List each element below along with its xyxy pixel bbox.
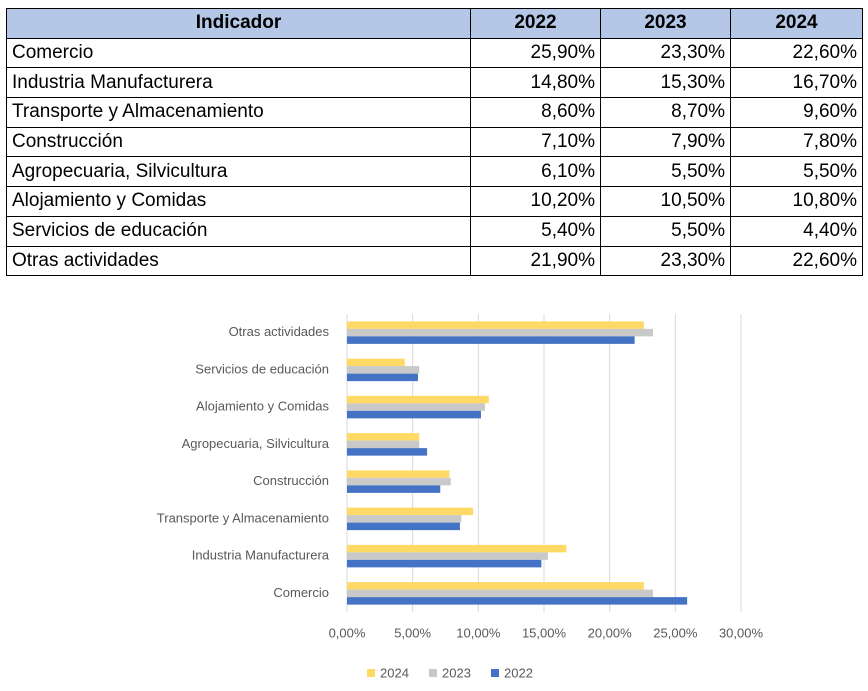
legend-swatch: [367, 669, 375, 677]
table-cell: 22,60%: [730, 37, 863, 69]
table-cell: Otras actividades: [6, 245, 471, 277]
y-tick-label: Transporte y Almacenamiento: [157, 510, 329, 525]
table-cell: Servicios de educación: [6, 215, 471, 247]
table-cell: 16,70%: [730, 67, 863, 99]
y-tick-label: Industria Manufacturera: [192, 548, 330, 563]
bar: [347, 366, 420, 374]
table-row: Comercio 25,90% 23,30% 22,60%: [6, 37, 863, 69]
x-tick-label: 20,00%: [588, 625, 633, 640]
table-row: Agropecuaria, Silvicultura 6,10% 5,50% 5,50…: [6, 156, 863, 188]
table-cell: 7,10%: [470, 126, 601, 158]
legend-swatch: [491, 669, 499, 677]
legend-swatch: [429, 669, 437, 677]
table-cell: Alojamiento y Comidas: [6, 186, 471, 217]
bar: [347, 448, 428, 456]
bar: [347, 552, 548, 560]
legend-label: 2023: [442, 665, 471, 680]
table-row: Construcción 7,10% 7,90% 7,80%: [6, 126, 863, 158]
table-row: Alojamiento y Comidas 10,20% 10,50% 10,80%: [6, 186, 863, 217]
bar: [347, 582, 644, 590]
data-table: Indicador 2022 2023 2024 Comercio 25,90% 23,30…: [6, 8, 863, 277]
table-cell: 7,80%: [730, 126, 863, 158]
bar: [347, 544, 567, 553]
bar: [347, 470, 450, 478]
table-cell: 4,40%: [730, 215, 863, 247]
x-tick-label: 5,00%: [394, 625, 431, 640]
header-row: Indicador 2022 2023 2024: [6, 8, 863, 39]
y-tick-label: Otras actividades: [229, 324, 330, 339]
x-tick-label: 25,00%: [653, 625, 698, 640]
bar: [347, 597, 688, 605]
bar: [347, 433, 420, 441]
x-tick-label: 10,00%: [456, 625, 501, 640]
y-tick-label: Servicios de educación: [195, 361, 329, 376]
header-cell: 2024: [730, 8, 863, 39]
bar: [347, 321, 644, 329]
legend-label: 2024: [380, 665, 409, 680]
table-row: Servicios de educación 5,40% 5,50% 4,40%: [6, 215, 863, 247]
bar: [347, 373, 418, 382]
legend-label: 2022: [504, 665, 533, 680]
bar: [347, 403, 485, 411]
table-row: Industria Manufacturera 14,80% 15,30% 16,70…: [6, 67, 863, 99]
header-cell: Indicador: [6, 8, 471, 39]
table-cell: 5,50%: [730, 156, 863, 188]
bar: [347, 507, 474, 516]
bar: [347, 395, 489, 404]
bar: [347, 477, 451, 486]
table-cell: 5,40%: [470, 215, 601, 247]
bar: [347, 440, 420, 449]
header-cell: 2023: [600, 8, 731, 39]
bar: [347, 336, 635, 344]
bar: [347, 410, 481, 419]
table-cell: 23,30%: [600, 37, 731, 69]
bar: [347, 589, 654, 598]
bar: [347, 358, 405, 367]
table-cell: Comercio: [6, 37, 471, 69]
table-cell: Transporte y Almacenamiento: [6, 97, 471, 128]
table-cell: 7,90%: [600, 126, 731, 158]
table-cell: 15,30%: [600, 67, 731, 99]
y-tick-label: Agropecuaria, Silvicultura: [182, 436, 330, 451]
x-tick-label: 0,00%: [329, 625, 366, 640]
bar: [347, 485, 441, 493]
y-tick-label: Alojamiento y Comidas: [196, 399, 329, 414]
table-cell: 25,90%: [470, 37, 601, 69]
x-tick-label: 15,00%: [522, 625, 567, 640]
table-cell: 14,80%: [470, 67, 601, 99]
table-cell: 10,20%: [470, 186, 601, 217]
y-tick-label: Comercio: [273, 585, 329, 600]
table-cell: 21,90%: [470, 245, 601, 277]
table-cell: Industria Manufacturera: [6, 67, 471, 99]
bar: [347, 328, 654, 337]
bar: [347, 515, 462, 523]
table-cell: 10,50%: [600, 186, 731, 217]
table-cell: 5,50%: [600, 215, 731, 247]
y-tick-label: Construcción: [253, 473, 329, 488]
table-row: Transporte y Almacenamiento 8,60% 8,70% 9,6…: [6, 97, 863, 128]
table-cell: 8,70%: [600, 97, 731, 128]
x-tick-label: 30,00%: [719, 625, 764, 640]
table-cell: 23,30%: [600, 245, 731, 277]
bar: [347, 559, 542, 568]
table-row: Otras actividades 21,90% 23,30% 22,60%: [6, 245, 863, 277]
table-cell: Construcción: [6, 126, 471, 158]
bar: [347, 522, 460, 531]
table-cell: 5,50%: [600, 156, 731, 188]
table-cell: 22,60%: [730, 245, 863, 277]
table-cell: 10,80%: [730, 186, 863, 217]
table-cell: 8,60%: [470, 97, 601, 128]
